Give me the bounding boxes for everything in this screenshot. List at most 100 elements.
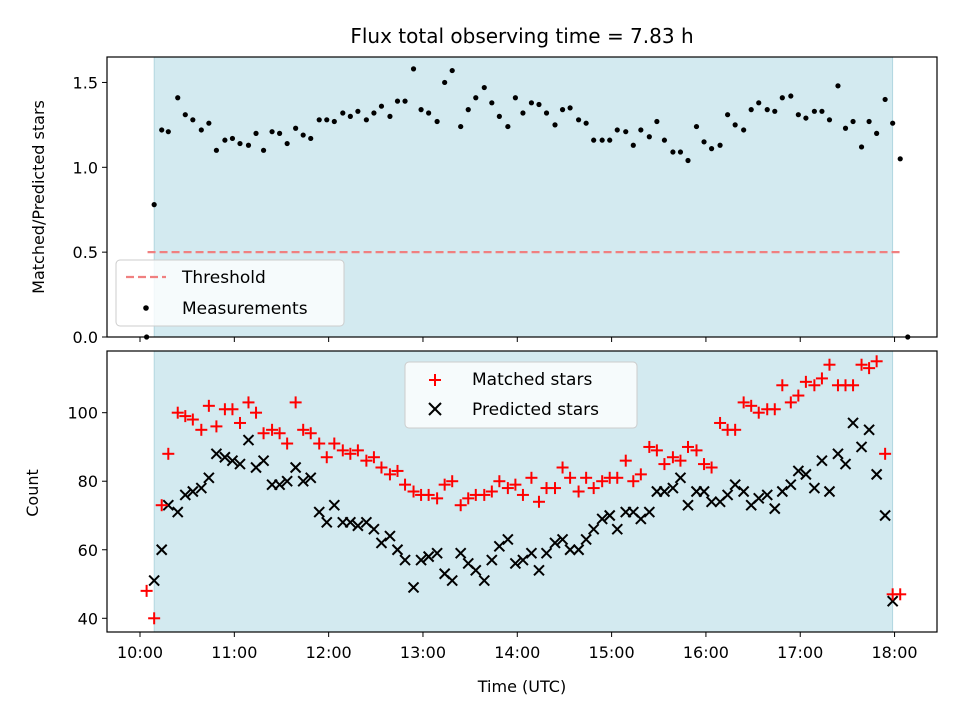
measurement-point bbox=[599, 137, 605, 143]
matched-stars-point bbox=[140, 584, 153, 597]
predicted-stars-point bbox=[549, 537, 561, 549]
measurement-point bbox=[505, 123, 511, 130]
matched-stars-point bbox=[501, 482, 514, 495]
matched-stars-point bbox=[446, 475, 459, 488]
bottom-panel: 40 60 80 100 10:00 11:00 12:00 13:00 14:00 15:00… bbox=[23, 350, 938, 696]
matched-stars-point bbox=[485, 485, 498, 498]
matched-stars-point bbox=[266, 423, 279, 436]
measurement-point bbox=[206, 120, 212, 126]
matched-stars-point bbox=[360, 454, 373, 467]
top-panel-frame bbox=[106, 56, 938, 338]
measurement-point bbox=[623, 129, 629, 135]
bottom-xtick-label: 18:00 bbox=[872, 643, 918, 662]
measurement-point bbox=[213, 147, 220, 153]
measurement-point bbox=[536, 101, 542, 108]
measurement-point bbox=[772, 108, 778, 114]
measurement-point bbox=[866, 118, 872, 125]
matched-stars-point bbox=[297, 423, 310, 436]
top-ytick-label: 0.0 bbox=[73, 328, 98, 347]
predicted-stars-point bbox=[705, 496, 718, 508]
matched-stars-point bbox=[792, 389, 805, 402]
matched-stars-point bbox=[564, 471, 577, 484]
predicted-stars-point bbox=[242, 434, 255, 446]
measurement-point bbox=[897, 156, 903, 162]
measurement-point bbox=[371, 110, 377, 116]
measurement-point bbox=[741, 127, 747, 133]
measurement-point bbox=[543, 110, 550, 116]
measurement-point bbox=[347, 113, 353, 119]
predicted-stars-point bbox=[682, 499, 694, 511]
matched-stars-point bbox=[367, 451, 380, 464]
matched-stars-point bbox=[383, 468, 396, 481]
predicted-stars-point bbox=[470, 564, 482, 577]
predicted-stars-point bbox=[162, 499, 175, 511]
predicted-stars-point bbox=[399, 554, 411, 566]
measurement-point bbox=[340, 110, 346, 116]
measurement-point bbox=[890, 120, 896, 126]
matched-stars-point bbox=[674, 454, 687, 467]
measurement-point bbox=[646, 134, 652, 140]
measurement-point bbox=[442, 79, 448, 86]
matched-stars-point bbox=[525, 471, 538, 484]
top-ytick-label: 1.0 bbox=[73, 158, 98, 177]
bottom-panel-frame bbox=[106, 350, 938, 633]
predicted-stars-point bbox=[823, 485, 836, 498]
predicted-stars-point bbox=[422, 550, 435, 563]
measurement-point bbox=[496, 113, 502, 119]
matched-stars-point bbox=[745, 399, 758, 412]
predicted-stars-point bbox=[344, 516, 357, 529]
measurement-point bbox=[882, 96, 888, 103]
matched-stars-point bbox=[454, 499, 467, 512]
predicted-stars-point bbox=[446, 574, 458, 587]
matched-stars-point bbox=[516, 488, 529, 501]
predicted-stars-point bbox=[352, 520, 364, 532]
legend-matched-label: Matched stars bbox=[472, 370, 592, 390]
measurement-point bbox=[693, 123, 700, 130]
predicted-stars-point bbox=[886, 595, 899, 607]
predicted-stars-point bbox=[179, 489, 191, 501]
measurement-point bbox=[567, 105, 573, 111]
matched-stars-point bbox=[698, 458, 711, 471]
matched-stars-point bbox=[729, 423, 742, 436]
matched-stars-point bbox=[195, 423, 208, 436]
matched-stars-point bbox=[705, 461, 718, 474]
bottom-legend-box bbox=[404, 361, 638, 429]
top-legend: Threshold Measurements bbox=[115, 259, 345, 327]
bottom-ytick-label: 100 bbox=[67, 404, 98, 423]
measurement-point bbox=[717, 142, 723, 148]
measurement-point bbox=[725, 112, 731, 118]
legend-measurements-label: Measurements bbox=[182, 299, 308, 319]
bottom-xtick-label: 10:00 bbox=[117, 643, 163, 662]
measurement-point bbox=[614, 127, 620, 133]
measurement-point bbox=[418, 107, 424, 113]
legend-predicted-label: Predicted stars bbox=[472, 400, 599, 420]
measurement-point bbox=[795, 112, 801, 118]
matched-stars-point bbox=[399, 478, 412, 491]
matched-stars-point bbox=[737, 396, 750, 409]
measurement-point bbox=[449, 67, 455, 74]
matched-stars-point bbox=[572, 485, 585, 498]
matched-stars-point bbox=[658, 458, 671, 471]
predicted-stars-point bbox=[587, 523, 600, 535]
legend-threshold-label: Threshold bbox=[181, 268, 266, 288]
matched-stars-point bbox=[847, 379, 860, 392]
measurement-point bbox=[826, 117, 833, 123]
matched-stars-point bbox=[823, 358, 836, 371]
predicted-stars-point bbox=[297, 475, 309, 487]
predicted-stars-point bbox=[431, 547, 443, 559]
predicted-stars-point bbox=[674, 472, 687, 484]
matched-stars-point bbox=[257, 427, 270, 440]
measurement-point bbox=[874, 130, 880, 136]
measurement-point bbox=[520, 110, 526, 116]
measurement-point bbox=[151, 202, 157, 208]
bottom-ytick-label: 40 bbox=[78, 609, 98, 628]
matched-stars-point bbox=[815, 372, 828, 385]
chart-title: Flux total observing time = 7.83 h bbox=[350, 24, 693, 48]
measurement-point bbox=[842, 125, 849, 131]
measurement-point bbox=[277, 130, 283, 136]
top-legend-box bbox=[115, 259, 345, 327]
matched-stars-point bbox=[336, 444, 349, 457]
matched-stars-point bbox=[549, 482, 562, 495]
measurement-point bbox=[701, 139, 707, 145]
predicted-stars-point bbox=[203, 472, 215, 484]
